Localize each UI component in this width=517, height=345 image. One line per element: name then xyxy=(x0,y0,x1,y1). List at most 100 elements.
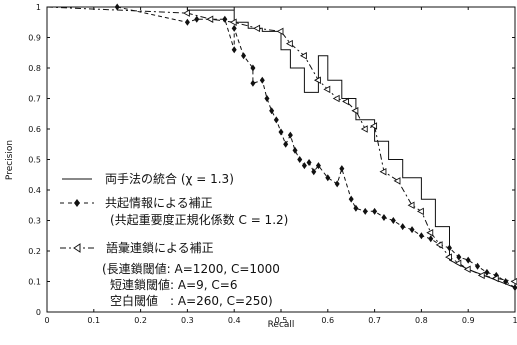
y-tick-label: 0.7 xyxy=(28,95,41,104)
x-tick-label: 1 xyxy=(512,316,517,325)
series-1-point xyxy=(353,204,359,212)
series-1-point xyxy=(362,207,368,215)
series-1-point xyxy=(231,46,237,54)
series-2-point xyxy=(454,259,462,267)
series-1-point xyxy=(409,226,415,234)
series-1-point xyxy=(292,146,298,154)
y-tick-label: 0.8 xyxy=(28,64,41,73)
series-2-point xyxy=(229,18,237,27)
series-2-point xyxy=(299,52,307,60)
legend-label-series-0: 両手法の統合 (χ = 1.3) xyxy=(105,171,234,186)
series-1-point xyxy=(503,278,509,285)
series-2-point xyxy=(370,122,378,130)
series-1-point xyxy=(400,223,406,231)
series-2-point xyxy=(491,274,499,283)
y-tick-label: 1 xyxy=(36,3,41,12)
series-1-point xyxy=(278,128,284,136)
legend-label-series-2-line2: (長連鎖閾値: A=1200, C=1000 xyxy=(102,261,280,276)
legend-label-series-2-line3: 短連鎖閾値: A=9, C=6 xyxy=(110,277,237,292)
series-2-point xyxy=(332,94,340,103)
series-2-point xyxy=(379,167,387,176)
series-1-point xyxy=(334,180,340,188)
legend: 両手法の統合 (χ = 1.3) 共起情報による補正 (共起重要度正規化係数 C… xyxy=(60,171,288,308)
legend-marker-series-1 xyxy=(74,199,80,207)
series-1-point xyxy=(465,256,471,264)
series-2-point xyxy=(477,271,485,280)
x-tick-label: 0 xyxy=(44,316,49,325)
series-layer xyxy=(46,3,517,292)
series-2-point xyxy=(314,76,321,84)
series-1-point xyxy=(446,244,452,252)
series-2-point xyxy=(360,125,368,133)
series-2-point xyxy=(206,15,214,23)
series-1-point xyxy=(456,253,462,261)
series-1-point xyxy=(231,24,237,32)
y-axis-title: Precision xyxy=(5,140,15,180)
y-tick-label: 0 xyxy=(36,308,41,317)
series-2-point xyxy=(393,177,401,185)
series-1-point xyxy=(250,64,256,72)
legend-marker-series-2 xyxy=(73,243,81,253)
series-2-point xyxy=(342,97,349,106)
series-2-point xyxy=(407,201,415,210)
series-1-point xyxy=(114,3,120,11)
series-1-point xyxy=(311,168,317,176)
x-tick-label: 0.9 xyxy=(462,316,475,325)
legend-label-series-1-line2: (共起重要度正規化係数 C = 1.2) xyxy=(110,212,288,227)
series-2-point xyxy=(426,228,434,237)
x-tick-label: 0.6 xyxy=(321,316,334,325)
series-1-point xyxy=(259,76,265,84)
y-tick-label: 0.3 xyxy=(28,217,41,226)
series-2-point xyxy=(182,9,190,17)
series-1-point xyxy=(273,116,279,124)
y-axis-ticks: 0 0.1 0.2 0.3 0.4 0.5 0.6 0.7 0.8 0.9 1 xyxy=(28,3,515,317)
legend-label-series-2: 語彙連鎖による補正 xyxy=(106,240,214,255)
x-axis-title: Recall xyxy=(268,320,295,330)
series-2-point xyxy=(285,39,293,48)
y-tick-label: 0.6 xyxy=(28,125,41,134)
series-1-point xyxy=(241,52,247,60)
series-2-point xyxy=(253,24,261,33)
x-tick-label: 0.1 xyxy=(87,316,100,325)
series-2-point xyxy=(416,207,424,216)
series-1-point xyxy=(512,284,517,292)
series-2-point xyxy=(445,253,452,261)
series-1-point xyxy=(250,79,256,87)
series-2-point xyxy=(276,27,284,36)
series-2-point xyxy=(510,277,517,286)
x-tick-label: 0.5 xyxy=(275,316,288,325)
series-1-point xyxy=(287,131,293,139)
series-1-point xyxy=(475,262,481,270)
series-1-point xyxy=(372,207,378,215)
series-1-point xyxy=(222,15,228,23)
series-2-point xyxy=(323,85,331,94)
x-tick-label: 0.8 xyxy=(415,316,428,325)
series-1-point xyxy=(264,95,270,102)
y-tick-label: 0.2 xyxy=(28,247,41,256)
series-2-point xyxy=(435,241,443,249)
series-1-point xyxy=(339,165,345,173)
series-1-line xyxy=(47,6,516,289)
x-tick-label: 0.4 xyxy=(228,316,241,325)
legend-label-series-2-line4: 空白閾値 : A=260, C=250) xyxy=(110,293,273,308)
series-1-point xyxy=(315,162,321,170)
y-tick-label: 0.5 xyxy=(28,156,41,165)
series-1-point xyxy=(390,217,396,224)
series-0-line xyxy=(47,6,516,289)
series-1-point xyxy=(194,15,200,23)
series-1-point xyxy=(484,268,490,276)
y-tick-label: 0.4 xyxy=(28,186,41,195)
series-2-point xyxy=(351,106,359,115)
series-1-point xyxy=(418,232,424,240)
series-1-point xyxy=(306,159,312,167)
x-tick-label: 0.2 xyxy=(134,316,147,325)
series-1-point xyxy=(428,235,434,243)
x-axis-ticks: 0 0.1 0.2 0.3 0.4 0.5 0.6 0.7 0.8 0.9 1 xyxy=(44,7,517,325)
legend-label-series-1: 共起情報による補正 xyxy=(105,196,213,210)
series-1-point xyxy=(269,107,275,115)
series-2-point xyxy=(463,265,471,274)
series-1-point xyxy=(283,140,289,148)
series-1-point xyxy=(301,162,307,170)
x-tick-label: 0.7 xyxy=(368,316,381,325)
